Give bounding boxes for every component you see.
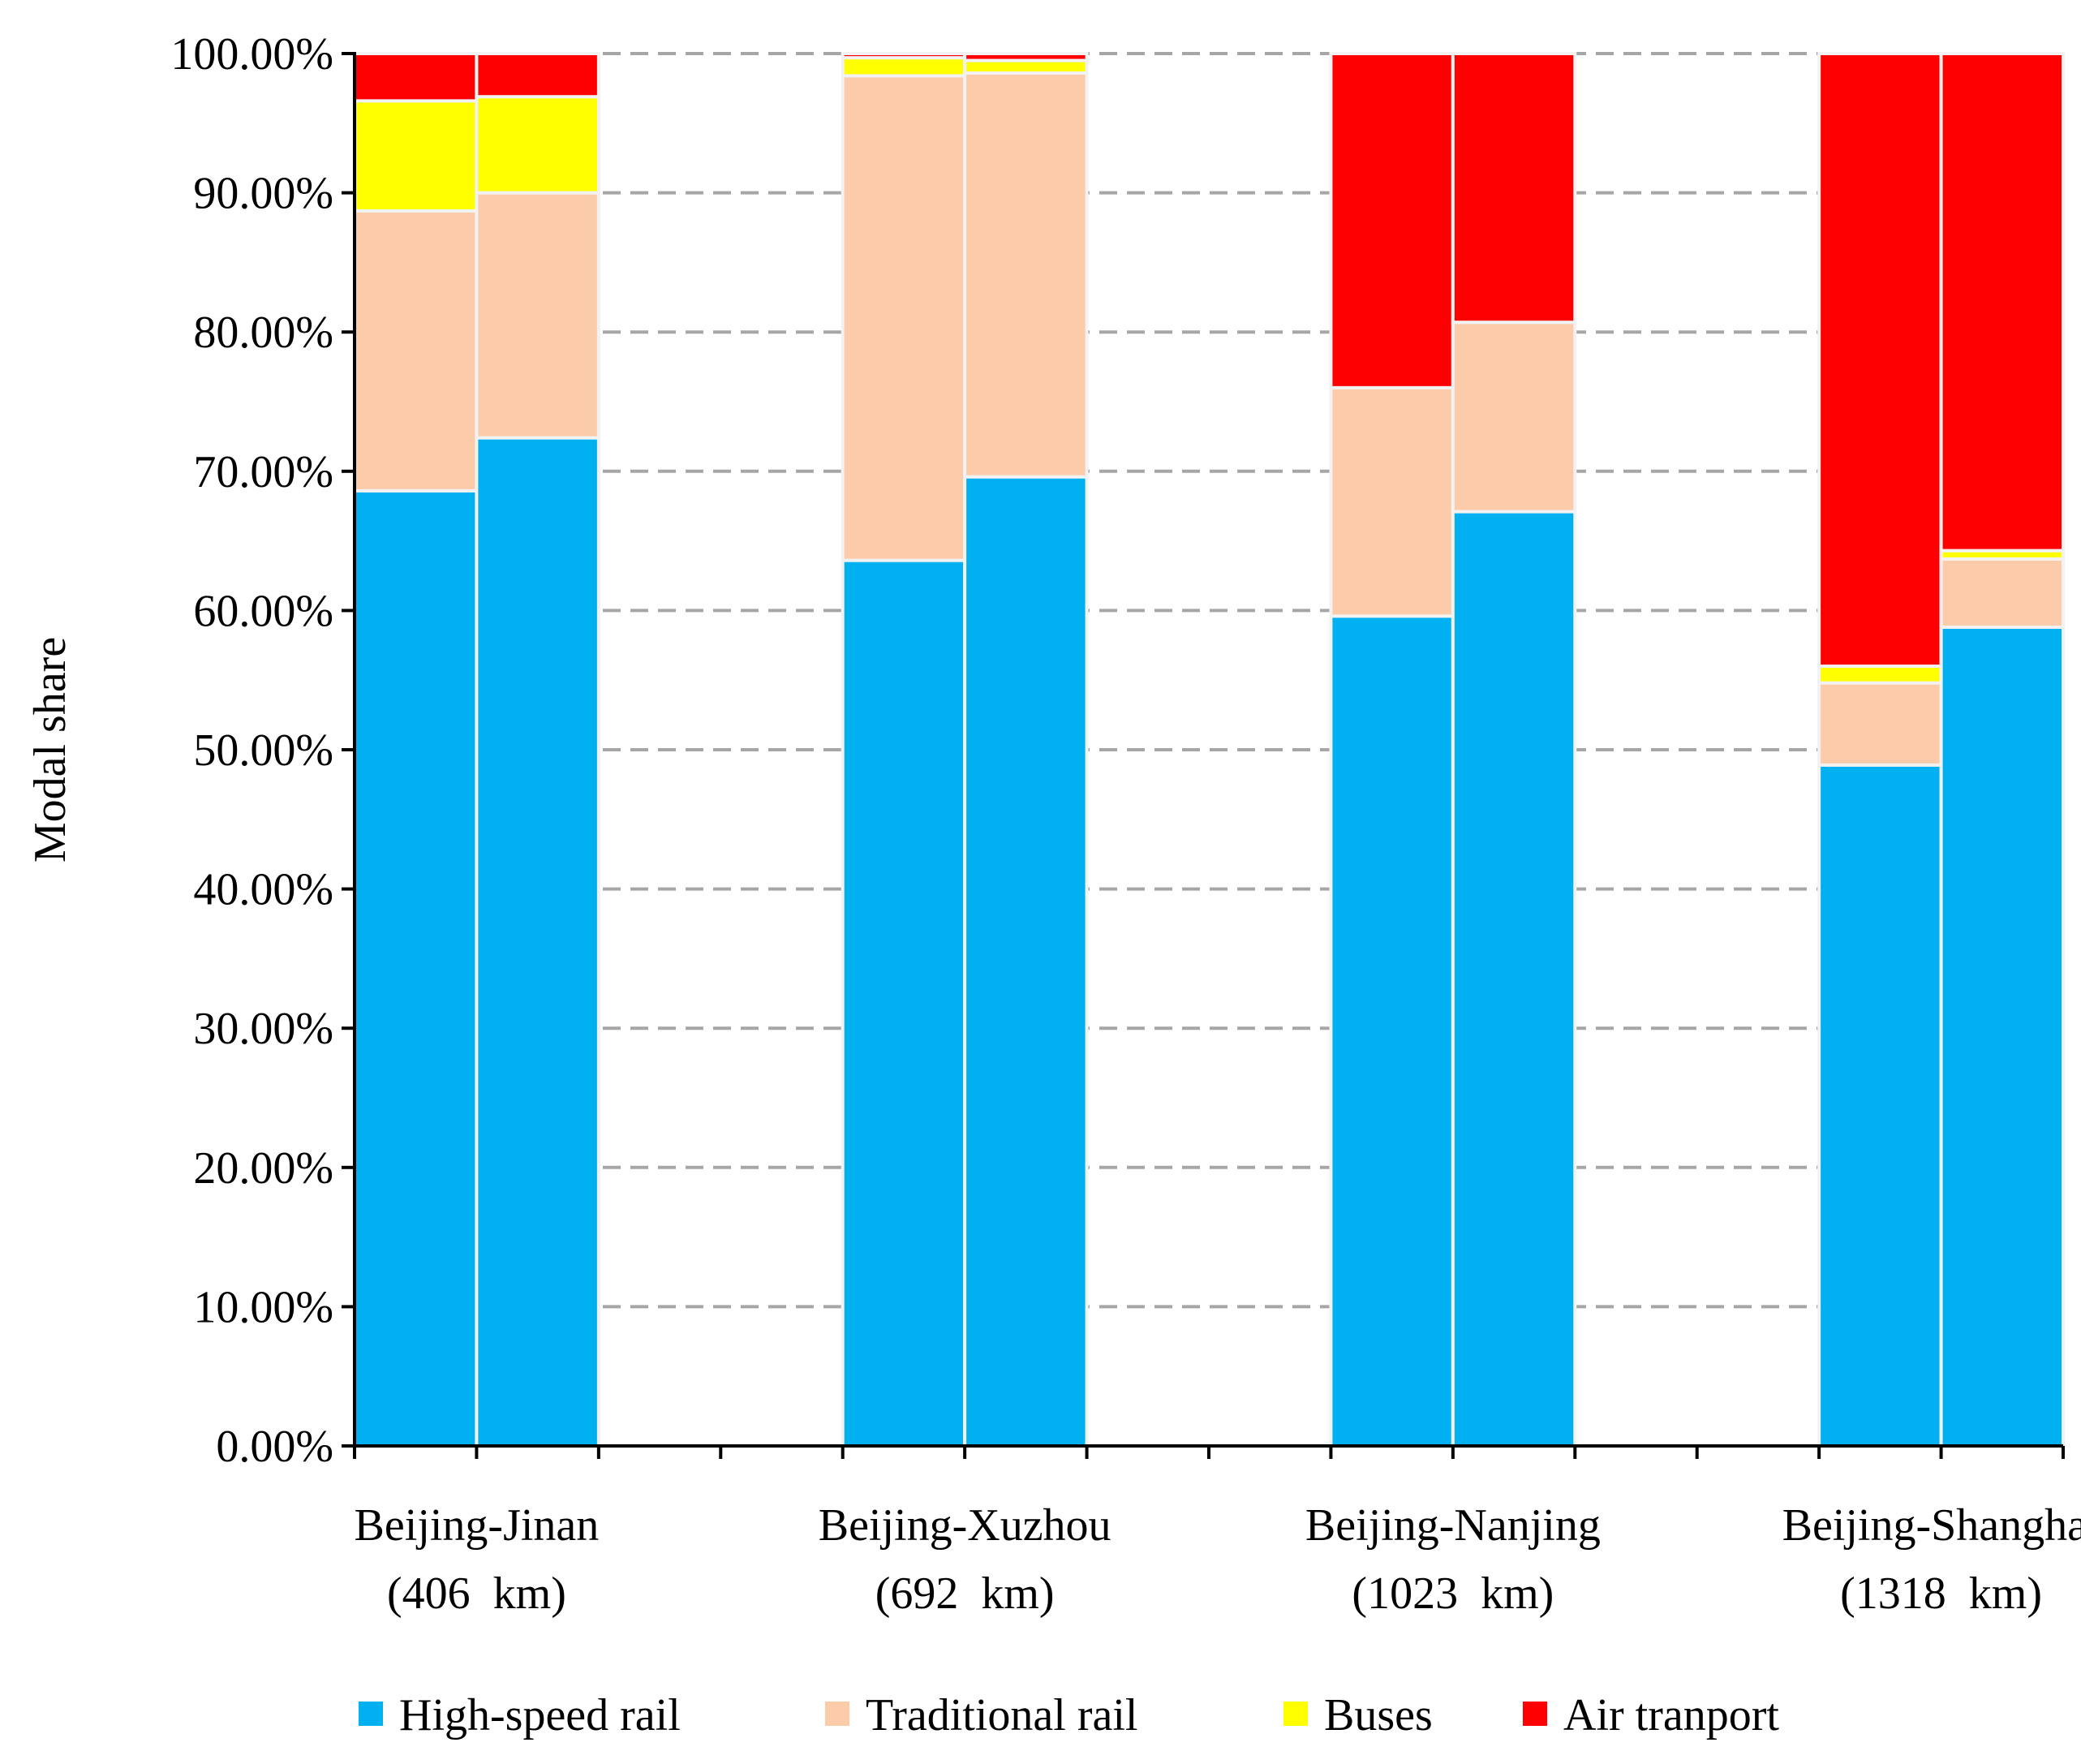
bar-segment-traditional-rail [1451, 321, 1577, 514]
bars [353, 52, 2066, 1448]
legend-swatch [825, 1702, 849, 1726]
bar-segment-air-tranport [841, 52, 967, 60]
x-category-label: Beijing-Nanjing [1305, 1500, 1601, 1551]
bar-segment-traditional-rail [1939, 557, 2066, 629]
bar-segment-air-tranport [1939, 52, 2066, 553]
y-tick-label: 60.00% [193, 586, 333, 636]
bar-segment-high-speed-rail [353, 488, 479, 1448]
x-category-label: Beijing-Jinan [355, 1500, 600, 1551]
y-tick-labels: 0.00% 10.00% 20.00% 30.00% 40.00% 50.00% 60.00… [170, 29, 333, 1472]
bar-segment-traditional-rail [353, 209, 479, 493]
bar-segment-traditional-rail [1329, 385, 1455, 618]
y-tick-label: 40.00% [193, 865, 333, 915]
y-tick-label: 50.00% [193, 725, 333, 776]
legend-swatch [359, 1702, 383, 1726]
y-tick-label: 100.00% [170, 29, 333, 80]
bar-segment-high-speed-rail [475, 436, 600, 1448]
bar-segment-high-speed-rail [841, 558, 967, 1448]
x-category-sublabel: (406 km) [387, 1568, 566, 1619]
bar-segment-air-tranport [353, 52, 479, 103]
bar-segment-high-speed-rail [1817, 763, 1943, 1448]
bar-segment-traditional-rail [475, 191, 600, 440]
bar-segment-air-tranport [963, 52, 1089, 62]
y-tick-label: 80.00% [193, 308, 333, 358]
bar-segment-traditional-rail [1817, 681, 1943, 767]
y-tick-label: 70.00% [193, 447, 333, 497]
x-category-sublabel: (1318 km) [1840, 1568, 2042, 1619]
bar-segment-buses [1817, 665, 1943, 685]
x-category-labels: Beijing-Jinan (406 km) Beijing-Xuzhou (692 … [355, 1500, 2081, 1619]
legend: High-speed rail Traditional rail Buses Air … [359, 1690, 1779, 1740]
legend-label: Traditional rail [866, 1690, 1137, 1740]
axes [342, 52, 2065, 1459]
bar-segment-buses [353, 99, 479, 213]
y-tick-label: 90.00% [193, 169, 333, 219]
grid-lines [355, 52, 2063, 1309]
x-category-sublabel: (692 km) [875, 1568, 1055, 1619]
bar-segment-high-speed-rail [1329, 614, 1455, 1448]
x-category-label: Beijing-Xuzhou [819, 1500, 1111, 1551]
y-tick-label: 20.00% [193, 1143, 333, 1194]
legend-label: Buses [1324, 1690, 1433, 1740]
bar-segment-traditional-rail [841, 74, 967, 562]
bar-segment-buses [963, 58, 1089, 75]
y-tick-label: 30.00% [193, 1004, 333, 1054]
bar-segment-air-tranport [1817, 52, 1943, 669]
legend-swatch [1523, 1702, 1547, 1726]
legend-label: High-speed rail [399, 1690, 681, 1740]
y-tick-label: 10.00% [193, 1282, 333, 1332]
y-tick-label: 0.00% [216, 1422, 333, 1472]
bar-segment-buses [841, 56, 967, 78]
bar-segment-high-speed-rail [963, 475, 1089, 1448]
x-category-label: Beijing-Shanghai [1782, 1500, 2081, 1551]
bar-segment-air-tranport [475, 52, 600, 99]
legend-label: Air tranport [1563, 1690, 1779, 1740]
bar-segment-buses [475, 95, 600, 195]
legend-swatch [1283, 1702, 1308, 1726]
x-category-sublabel: (1023 km) [1352, 1568, 1554, 1619]
bar-segment-high-speed-rail [1939, 625, 2066, 1448]
y-axis-label: Modal share [25, 637, 75, 863]
bar-segment-air-tranport [1451, 52, 1577, 325]
bar-segment-air-tranport [1329, 52, 1455, 389]
bar-segment-high-speed-rail [1451, 510, 1577, 1448]
bar-segment-traditional-rail [963, 71, 1089, 479]
